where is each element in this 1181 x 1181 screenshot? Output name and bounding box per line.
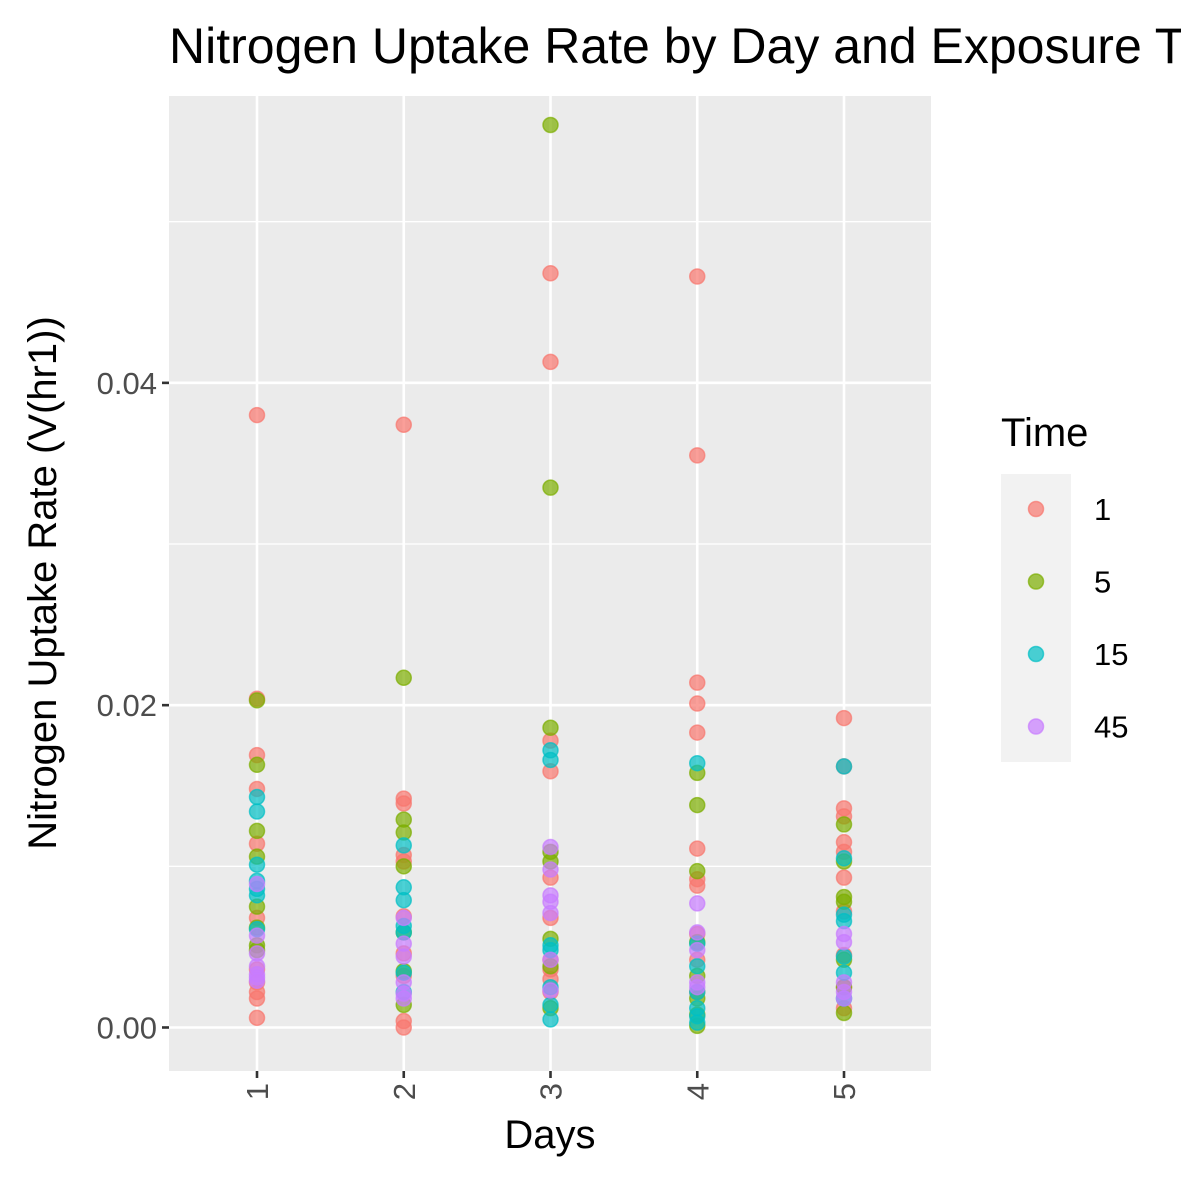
data-point-time-5 xyxy=(542,116,559,134)
data-point-time-15 xyxy=(248,788,266,806)
data-point-time-1 xyxy=(248,1009,266,1027)
y-tick-label: 0.00 xyxy=(97,1010,157,1045)
data-point-time-1 xyxy=(248,406,266,424)
data-point-time-45 xyxy=(542,861,559,878)
x-tick-label: 5 xyxy=(827,1083,862,1100)
data-point-time-45 xyxy=(835,933,853,951)
data-point-time-1 xyxy=(395,416,412,434)
legend-key-background xyxy=(1001,474,1071,762)
data-point-time-5 xyxy=(835,816,853,833)
legend-key-15 xyxy=(1027,645,1045,663)
x-tick-label: 2 xyxy=(387,1083,422,1100)
data-point-time-45 xyxy=(689,941,706,959)
data-point-time-5 xyxy=(542,719,559,736)
data-point-time-15 xyxy=(248,856,266,873)
data-point-time-45 xyxy=(835,990,853,1007)
data-point-time-1 xyxy=(689,840,706,857)
data-point-time-1 xyxy=(689,447,706,464)
data-point-time-15 xyxy=(689,957,706,975)
x-tick-label: 1 xyxy=(240,1083,275,1100)
chart-title: Nitrogen Uptake Rate by Day and Exposure… xyxy=(169,18,1181,74)
data-point-time-1 xyxy=(689,695,706,712)
data-point-time-1 xyxy=(395,795,412,812)
data-point-time-45 xyxy=(689,924,706,941)
legend-key-1 xyxy=(1027,500,1045,518)
data-point-time-1 xyxy=(689,724,706,741)
data-point-time-45 xyxy=(689,978,706,996)
data-point-time-5 xyxy=(248,692,266,709)
data-point-time-5 xyxy=(395,669,412,687)
y-tick-label: 0.02 xyxy=(97,688,157,723)
data-point-time-15 xyxy=(248,803,266,820)
data-point-time-45 xyxy=(542,904,559,922)
y-tick-label: 0.04 xyxy=(97,366,157,401)
data-point-time-15 xyxy=(689,754,706,772)
x-tick-label: 4 xyxy=(680,1083,715,1100)
y-axis: 0.00 0.02 0.04 xyxy=(97,366,169,1045)
data-point-time-15 xyxy=(835,850,853,867)
legend-title: Time xyxy=(1001,411,1088,455)
data-point-time-1 xyxy=(689,674,706,691)
legend-label-5: 5 xyxy=(1094,565,1111,600)
data-point-time-45 xyxy=(542,838,559,856)
data-point-time-45 xyxy=(248,875,266,893)
data-point-time-45 xyxy=(542,982,559,999)
data-point-time-1 xyxy=(835,709,853,727)
data-point-time-15 xyxy=(395,837,412,854)
data-point-time-5 xyxy=(395,858,412,875)
legend-label-15: 15 xyxy=(1094,637,1128,672)
data-point-time-5 xyxy=(542,479,559,496)
data-point-time-45 xyxy=(395,990,412,1007)
data-point-time-15 xyxy=(689,1014,706,1031)
data-point-time-1 xyxy=(248,990,266,1007)
chart-title-group: Nitrogen Uptake Rate by Day and Exposure… xyxy=(169,18,1181,74)
data-point-time-5 xyxy=(689,862,706,880)
data-point-time-1 xyxy=(395,1019,412,1036)
data-point-time-45 xyxy=(248,972,266,990)
x-tick-label: 3 xyxy=(534,1083,569,1100)
data-point-time-5 xyxy=(835,1004,853,1022)
legend-label-45: 45 xyxy=(1094,710,1128,745)
data-point-time-45 xyxy=(689,895,706,912)
x-axis-title: Days xyxy=(504,1113,595,1157)
data-point-time-45 xyxy=(248,927,266,944)
y-axis-title: Nitrogen Uptake Rate (V(hr1)) xyxy=(21,316,65,850)
legend-label-1: 1 xyxy=(1094,492,1111,527)
data-point-time-15 xyxy=(395,891,412,909)
data-point-time-15 xyxy=(835,948,853,965)
data-point-time-1 xyxy=(689,268,706,285)
data-point-time-15 xyxy=(542,1011,559,1028)
data-point-time-45 xyxy=(542,951,559,969)
x-axis: 1 2 3 4 5 xyxy=(240,1071,862,1100)
data-point-time-5 xyxy=(248,822,266,840)
data-point-time-5 xyxy=(689,796,706,814)
data-point-time-1 xyxy=(542,265,559,282)
data-point-time-1 xyxy=(835,869,853,886)
legend-key-45 xyxy=(1027,718,1045,735)
legend-key-5 xyxy=(1027,573,1045,590)
data-point-time-15 xyxy=(835,758,853,775)
data-points xyxy=(248,116,853,1036)
data-point-time-1 xyxy=(689,877,706,894)
data-point-time-45 xyxy=(395,948,412,965)
data-point-time-5 xyxy=(248,756,266,774)
data-point-time-45 xyxy=(395,909,412,927)
data-point-time-1 xyxy=(542,353,559,371)
data-point-time-15 xyxy=(542,996,559,1014)
data-point-time-15 xyxy=(542,751,559,769)
